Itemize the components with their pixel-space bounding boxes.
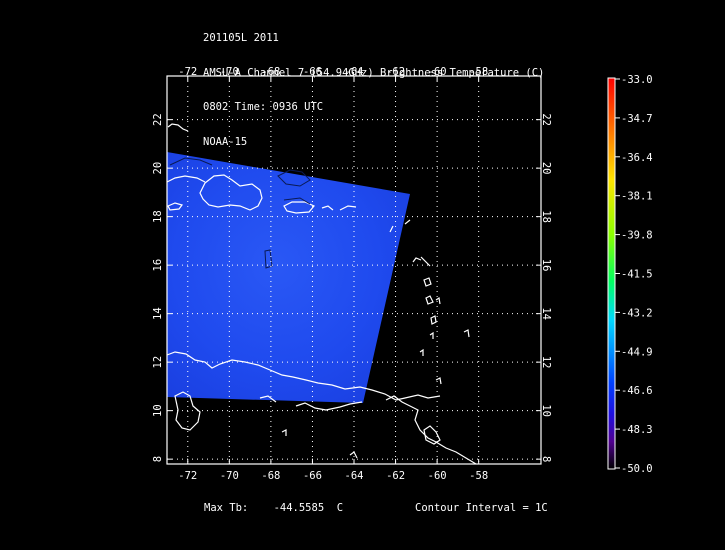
lon-label-bottom: -60 (428, 470, 447, 482)
max-tb-label: Max Tb: (204, 502, 249, 514)
lon-label-bottom: -64 (345, 470, 364, 482)
colorbar-label: -34.7 (621, 113, 653, 125)
product-title: AMSU-A Channel 7 (54.94GHz) Brightness T… (203, 66, 545, 79)
lat-label-right: 16 (540, 259, 552, 272)
storm-id: 201105L 2011 (203, 32, 279, 44)
lat-label-right: 20 (540, 162, 552, 175)
lat-label-left: 16 (152, 259, 164, 272)
lon-label-bottom: -66 (303, 470, 322, 482)
max-tb-value: -44.5585 (273, 502, 325, 514)
lat-label-left: 18 (152, 210, 164, 223)
lat-label-right: 18 (540, 210, 552, 223)
coastlines (166, 123, 477, 465)
colorbar-label: -33.0 (621, 74, 653, 86)
lat-label-left: 10 (152, 404, 164, 417)
lon-label-top: -60 (428, 66, 447, 78)
lon-label-top: -72 (178, 66, 197, 78)
colorbar-label: -36.4 (621, 152, 653, 164)
max-tb-unit: C (336, 502, 344, 514)
lon-label-bottom: -62 (386, 470, 405, 482)
lon-label-bottom: -70 (220, 470, 239, 482)
colorbar-label: -38.1 (621, 191, 653, 203)
observation-time: 0802 Time: 0936 UTC (203, 101, 324, 113)
temperature-contours (169, 157, 311, 269)
satellite-name: NOAA-15 (203, 135, 248, 148)
amsu-swath (167, 152, 410, 403)
lat-label-right: 14 (540, 307, 552, 320)
colorbar-label: -50.0 (621, 463, 653, 475)
axis-labels: -72 -72 -70 -70 -68 -68 -66 -66 -64 -64 -62 -62 -60 -… (152, 66, 552, 482)
max-tb-readout: Max Tb: -44.5585 C (204, 502, 343, 514)
colorbar-labels: -33.0 -34.7 -36.4 -38.1 -39.8 -41.5 -43.2 -44.9… (615, 74, 653, 475)
lon-label-bottom: -72 (178, 470, 197, 482)
lat-label-right: 12 (540, 356, 552, 369)
colorbar-label: -43.2 (621, 307, 653, 319)
lon-label-top: -70 (220, 66, 239, 78)
lat-label-right: 10 (540, 404, 552, 417)
lon-label-top: -62 (386, 66, 405, 78)
contour-interval: Contour Interval = 1C (415, 502, 548, 514)
lat-label-left: 8 (152, 456, 164, 462)
lon-label-top: -58 (469, 66, 488, 78)
title-block: 201105L 2011 AMSU-A Channel 7 (54.94GHz)… (203, 10, 544, 160)
lat-label-left: 14 (152, 307, 164, 320)
colorbar-label: -48.3 (621, 424, 653, 436)
colorbar (607, 77, 616, 470)
lon-label-top: -66 (303, 66, 322, 78)
lat-label-left: 12 (152, 356, 164, 369)
lat-label-right: 8 (540, 456, 552, 462)
lon-label-top: -64 (345, 66, 364, 78)
lat-lon-grid (167, 76, 541, 464)
lat-label-right: 22 (540, 113, 552, 126)
lat-label-left: 22 (152, 113, 164, 126)
lon-label-top: -68 (261, 66, 280, 78)
lon-label-bottom: -58 (469, 470, 488, 482)
colorbar-label: -46.6 (621, 385, 653, 397)
lat-label-left: 20 (152, 162, 164, 175)
lon-label-bottom: -68 (261, 470, 280, 482)
colorbar-label: -41.5 (621, 269, 653, 281)
colorbar-label: -44.9 (621, 346, 653, 358)
colorbar-label: -39.8 (621, 230, 653, 242)
